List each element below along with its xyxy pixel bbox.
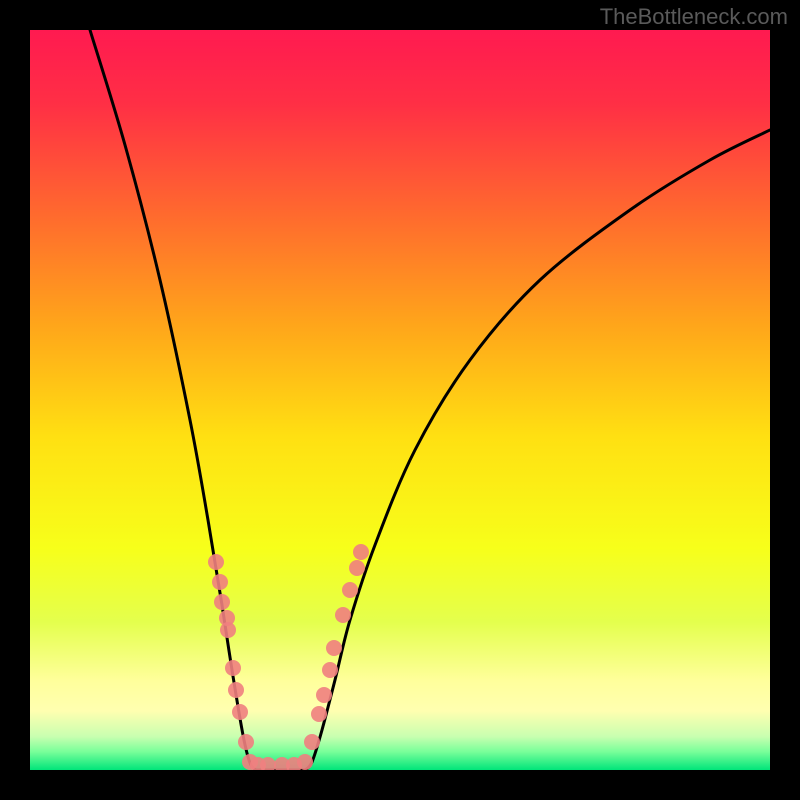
data-marker [353,544,369,560]
gradient-background [30,30,770,770]
data-marker [297,754,313,770]
chart-area [30,30,770,770]
data-marker [225,660,241,676]
data-marker [304,734,320,750]
data-marker [238,734,254,750]
data-marker [322,662,338,678]
data-marker [326,640,342,656]
data-marker [335,607,351,623]
data-marker [349,560,365,576]
data-marker [316,687,332,703]
data-marker [219,610,235,626]
data-marker [311,706,327,722]
data-marker [342,582,358,598]
data-marker [212,574,228,590]
data-marker [208,554,224,570]
chart-svg [30,30,770,770]
watermark-text: TheBottleneck.com [600,4,788,30]
data-marker [228,682,244,698]
data-marker [232,704,248,720]
data-marker [214,594,230,610]
